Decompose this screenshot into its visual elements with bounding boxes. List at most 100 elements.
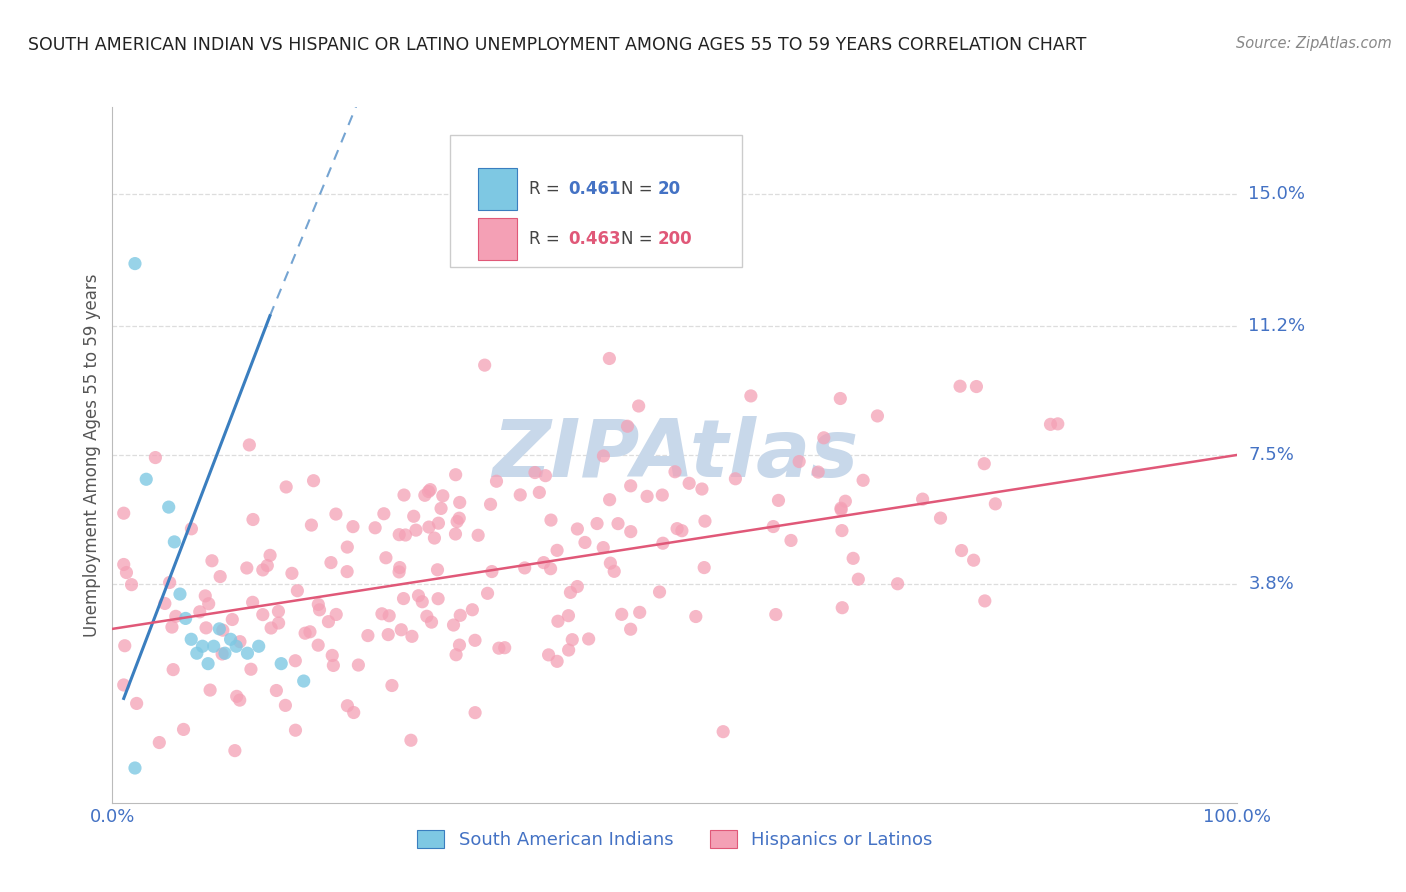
Point bbox=[813, 431, 835, 445]
Point bbox=[399, 733, 422, 747]
Point bbox=[962, 553, 984, 567]
Point bbox=[479, 497, 502, 511]
Point bbox=[191, 639, 214, 653]
Point bbox=[560, 585, 582, 599]
Point bbox=[464, 706, 486, 720]
Point bbox=[242, 512, 264, 526]
Point bbox=[186, 646, 208, 660]
Point bbox=[197, 657, 219, 671]
Point bbox=[557, 643, 579, 657]
Point bbox=[225, 690, 247, 704]
Point bbox=[648, 585, 671, 599]
Point bbox=[830, 501, 852, 516]
Point bbox=[444, 467, 467, 482]
Point bbox=[628, 606, 651, 620]
Point bbox=[831, 600, 853, 615]
Text: N =: N = bbox=[621, 230, 658, 248]
Point bbox=[157, 500, 180, 514]
Point bbox=[201, 554, 224, 568]
Point bbox=[464, 633, 486, 648]
Point bbox=[678, 476, 700, 491]
Point bbox=[418, 484, 440, 499]
Point bbox=[160, 620, 183, 634]
Point bbox=[461, 603, 484, 617]
Point bbox=[388, 560, 411, 574]
Point bbox=[636, 489, 658, 503]
Point bbox=[724, 472, 747, 486]
Point bbox=[886, 576, 908, 591]
Point bbox=[336, 540, 359, 554]
Point bbox=[432, 489, 454, 503]
Text: 11.2%: 11.2% bbox=[1249, 318, 1306, 335]
Point bbox=[467, 528, 489, 542]
Point bbox=[229, 693, 252, 707]
Point bbox=[651, 488, 673, 502]
Point bbox=[592, 449, 614, 463]
Point bbox=[610, 607, 633, 622]
Point bbox=[211, 647, 233, 661]
Point bbox=[221, 613, 243, 627]
Point bbox=[513, 561, 536, 575]
Point bbox=[266, 683, 288, 698]
Point bbox=[540, 562, 562, 576]
Point bbox=[153, 597, 176, 611]
Point bbox=[124, 761, 146, 775]
Point bbox=[377, 627, 399, 641]
Point bbox=[561, 632, 583, 647]
Point bbox=[831, 524, 853, 538]
Point bbox=[537, 648, 560, 662]
Bar bbox=[478, 169, 517, 210]
Point bbox=[336, 698, 359, 713]
Point bbox=[666, 522, 689, 536]
Point bbox=[302, 474, 325, 488]
Point bbox=[121, 577, 143, 591]
Point bbox=[411, 595, 433, 609]
Point bbox=[446, 515, 468, 529]
Point bbox=[292, 674, 315, 689]
Point bbox=[347, 658, 370, 673]
Point bbox=[533, 556, 555, 570]
Point bbox=[842, 551, 865, 566]
Point bbox=[830, 502, 852, 516]
Point bbox=[284, 654, 307, 668]
Point bbox=[247, 639, 270, 653]
Point bbox=[866, 409, 889, 423]
Point bbox=[599, 492, 621, 507]
Point bbox=[401, 629, 423, 643]
Point bbox=[242, 595, 264, 609]
Point bbox=[685, 609, 707, 624]
Point bbox=[270, 657, 292, 671]
Point bbox=[238, 438, 260, 452]
Point bbox=[616, 419, 638, 434]
Bar bbox=[478, 218, 517, 260]
Point bbox=[287, 583, 309, 598]
Point bbox=[430, 501, 453, 516]
Point bbox=[252, 607, 274, 622]
Point bbox=[211, 623, 233, 637]
Point bbox=[202, 639, 225, 653]
Point bbox=[830, 392, 852, 406]
Point bbox=[427, 516, 450, 531]
Point bbox=[325, 507, 347, 521]
Point bbox=[444, 527, 467, 541]
Point bbox=[124, 256, 146, 270]
Point bbox=[693, 514, 716, 528]
Point bbox=[651, 536, 673, 550]
Point bbox=[236, 561, 259, 575]
Point bbox=[965, 379, 987, 393]
Point bbox=[364, 521, 387, 535]
Point bbox=[443, 618, 465, 632]
Point bbox=[307, 638, 329, 652]
Text: N =: N = bbox=[621, 180, 658, 198]
Point bbox=[388, 565, 411, 579]
Point bbox=[509, 488, 531, 502]
Point bbox=[112, 558, 135, 572]
Point bbox=[194, 589, 217, 603]
Point bbox=[846, 572, 869, 586]
Point bbox=[188, 605, 211, 619]
Point bbox=[214, 646, 236, 660]
Point bbox=[427, 591, 450, 606]
Point bbox=[135, 472, 157, 486]
Point bbox=[294, 626, 316, 640]
Point bbox=[343, 706, 366, 720]
